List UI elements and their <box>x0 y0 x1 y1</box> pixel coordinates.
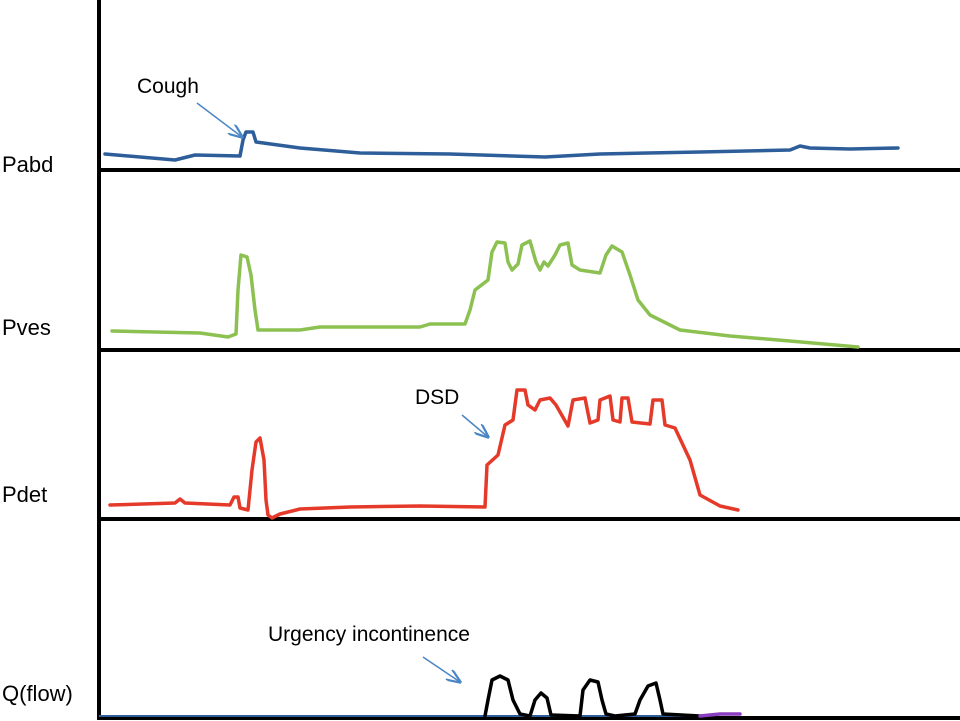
trace-label: Pves <box>2 315 51 340</box>
pves-trace <box>110 239 860 349</box>
pdet-trace <box>108 388 740 520</box>
flow-trace <box>483 674 702 718</box>
trace-label: Pdet <box>2 482 47 507</box>
annotation: Urgency incontinence <box>268 623 470 646</box>
annotation: DSD <box>415 386 459 409</box>
annotation-arrow <box>422 656 460 682</box>
annotation-arrow <box>461 414 488 437</box>
annotation-arrow <box>196 102 242 137</box>
trace-label: Pabd <box>2 152 53 177</box>
trace-label: Q(flow) <box>2 681 73 706</box>
annotation: Cough <box>137 75 199 98</box>
flow-tail <box>698 712 742 718</box>
pabd-trace <box>103 130 900 162</box>
